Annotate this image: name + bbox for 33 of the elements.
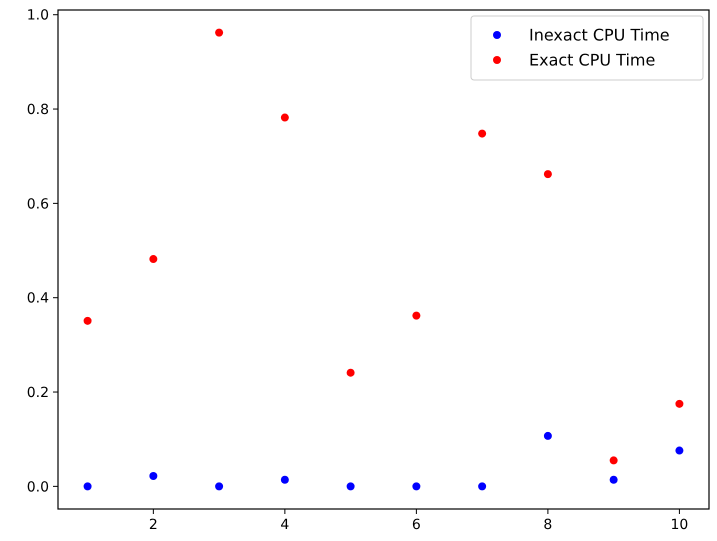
point [544,432,552,440]
point [478,482,486,490]
y-tick-label: 0.6 [26,196,50,212]
y-tick-label: 0.4 [26,290,50,307]
point [346,368,355,377]
x-tick-label: 8 [543,517,552,533]
point [412,482,420,490]
point [149,472,158,480]
legend-label: Exact CPU Time [529,50,656,70]
point [675,446,684,455]
point [215,28,224,37]
point [280,476,289,484]
x-tick-label: 4 [280,517,290,533]
y-tick-label: 0.2 [26,384,49,401]
point [215,482,224,490]
point [84,482,92,490]
x-tick-label: 10 [670,517,688,533]
point [412,312,420,320]
y-tick-label: 1.0 [26,8,49,24]
legend-label: Inexact CPU Time [529,26,670,45]
point [346,482,355,490]
point [544,170,552,178]
point [610,476,618,484]
point [84,316,92,325]
y-tick-label: 0.8 [26,102,49,118]
x-tick-label: 2 [148,517,158,533]
point [149,255,158,264]
point [610,456,618,464]
x-tick-label: 6 [412,517,421,533]
point [675,400,684,408]
y-tick-label: 0.0 [26,479,49,496]
point [478,130,486,138]
point [280,114,289,122]
